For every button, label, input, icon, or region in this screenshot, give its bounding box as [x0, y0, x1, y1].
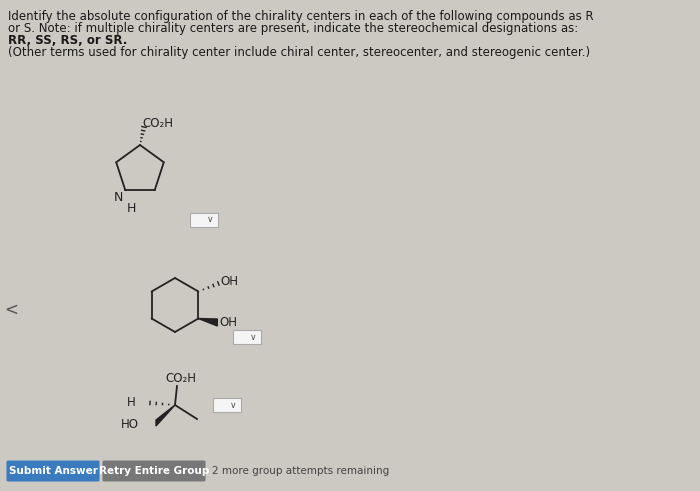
Bar	[190, 213, 218, 227]
Text: ∨: ∨	[230, 401, 237, 409]
Text: or S. Note: if multiple chirality centers are present, indicate the stereochemic: or S. Note: if multiple chirality center…	[8, 22, 578, 35]
Text: Retry Entire Group: Retry Entire Group	[99, 466, 209, 476]
Text: Submit Answer: Submit Answer	[8, 466, 97, 476]
Text: OH: OH	[220, 275, 239, 288]
Text: CO₂H: CO₂H	[165, 372, 196, 385]
FancyBboxPatch shape	[102, 461, 206, 482]
Text: H: H	[126, 202, 136, 215]
Text: H: H	[127, 397, 136, 409]
Bar	[233, 330, 261, 344]
Text: ∨: ∨	[250, 332, 256, 342]
Polygon shape	[198, 319, 218, 326]
Bar	[213, 398, 241, 412]
Text: N: N	[114, 191, 123, 204]
Text: ∨: ∨	[206, 216, 214, 224]
Text: 2 more group attempts remaining: 2 more group attempts remaining	[212, 466, 389, 476]
Text: OH: OH	[219, 316, 237, 329]
Text: HO: HO	[121, 418, 139, 432]
Text: <: <	[4, 301, 18, 319]
Text: (Other terms used for chirality center include chiral center, stereocenter, and : (Other terms used for chirality center i…	[8, 46, 590, 59]
FancyBboxPatch shape	[6, 461, 99, 482]
Text: RR, SS, RS, or SR.: RR, SS, RS, or SR.	[8, 34, 127, 47]
Text: Identify the absolute configuration of the chirality centers in each of the foll: Identify the absolute configuration of t…	[8, 10, 594, 23]
Text: CO₂H: CO₂H	[142, 117, 173, 130]
Polygon shape	[156, 405, 175, 426]
